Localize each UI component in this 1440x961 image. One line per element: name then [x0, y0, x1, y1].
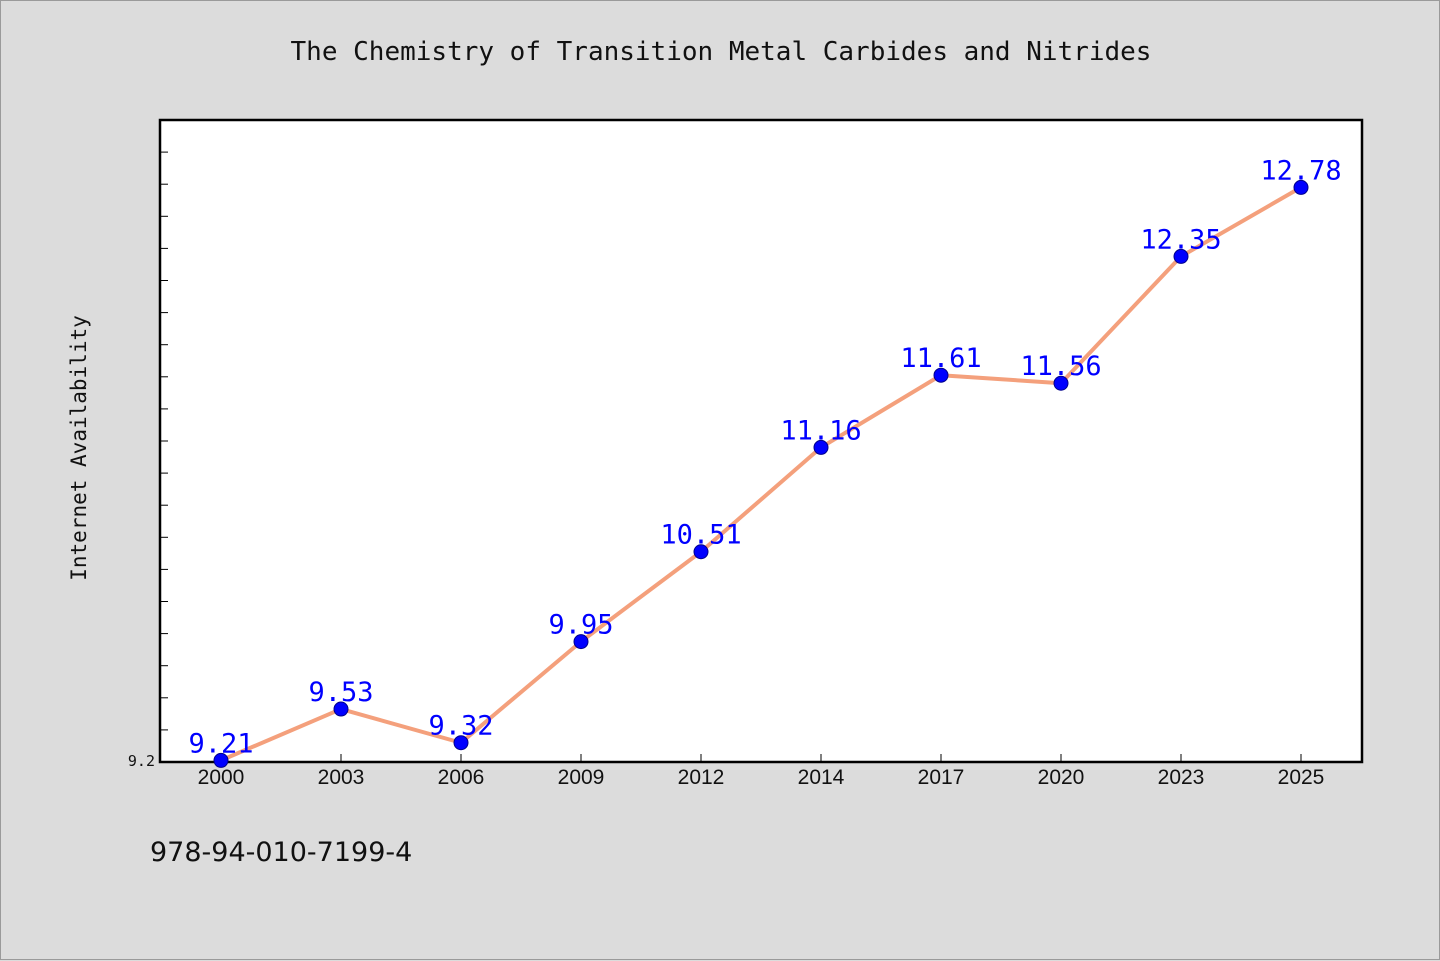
data-label: 12.78 [1260, 155, 1341, 186]
x-tick-label: 2014 [798, 766, 845, 789]
x-tick-label: 2023 [1158, 766, 1205, 789]
data-point [573, 634, 589, 650]
data-label: 11.61 [900, 343, 981, 374]
data-label: 11.56 [1020, 351, 1101, 382]
data-point [453, 735, 469, 751]
x-tick-label: 2020 [1038, 766, 1085, 789]
y-tick-label: 9.2 [128, 752, 155, 770]
data-point [333, 701, 349, 717]
y-axis-ticks: 9.2 [128, 119, 168, 770]
x-axis-ticks: 2000 2003 2006 2009 2012 2014 2017 2020 2023 2025 [198, 754, 1325, 789]
data-label: 9.53 [308, 677, 373, 708]
data-label: 12.35 [1140, 224, 1221, 255]
data-point [213, 752, 229, 768]
isbn-text: 978-94-010-7199-4 [150, 837, 413, 868]
data-point [813, 439, 829, 455]
data-label: 9.32 [428, 711, 493, 742]
data-point [693, 544, 709, 560]
data-point [933, 367, 949, 383]
series: 9.21 9.53 9.32 9.95 10.51 11.16 11.61 11.56 12.3… [188, 155, 1342, 768]
data-label: 10.51 [660, 520, 741, 551]
x-tick-label: 2000 [198, 766, 245, 789]
x-tick-label: 2012 [678, 766, 725, 789]
x-tick-label: 2006 [438, 766, 485, 789]
series-line [220, 185, 1302, 763]
data-label: 9.21 [188, 728, 253, 759]
plot-area [158, 118, 1364, 764]
data-label: 9.95 [548, 610, 613, 641]
x-tick-label: 2003 [318, 766, 365, 789]
data-point [1053, 375, 1069, 391]
x-tick-label: 2017 [918, 766, 965, 789]
data-label: 11.16 [780, 415, 861, 446]
data-point [1173, 248, 1189, 264]
x-tick-label: 2009 [558, 766, 605, 789]
data-point [1293, 179, 1309, 195]
x-tick-label: 2025 [1278, 766, 1325, 789]
chart-title: The Chemistry of Transition Metal Carbid… [290, 37, 1152, 67]
